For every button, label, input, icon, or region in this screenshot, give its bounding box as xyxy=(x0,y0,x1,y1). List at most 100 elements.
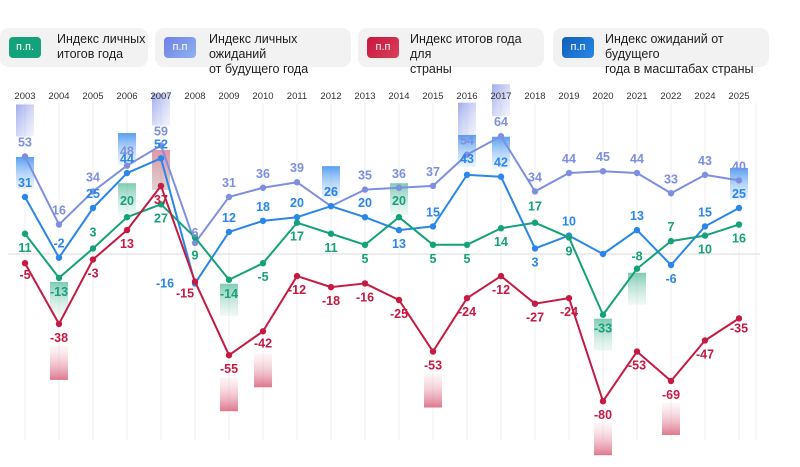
data-label: 42 xyxy=(494,156,508,170)
data-label: -13 xyxy=(50,285,68,299)
data-label: 3 xyxy=(532,255,539,269)
data-point xyxy=(361,186,369,193)
highlight-box xyxy=(50,345,68,380)
data-point xyxy=(735,204,743,212)
series-line xyxy=(24,135,740,244)
data-label: 5 xyxy=(464,252,471,266)
data-label: -16 xyxy=(156,276,174,290)
data-label: 13 xyxy=(630,209,644,223)
data-label: 25 xyxy=(86,187,100,201)
data-point xyxy=(191,278,199,285)
x-tick-label: 2025 xyxy=(728,91,749,102)
data-point xyxy=(259,328,267,335)
legend-item-country-expectations[interactable]: п.п Индекс ожиданий от будущего года в м… xyxy=(553,28,769,76)
series-line xyxy=(24,203,740,316)
data-point xyxy=(293,219,301,226)
highlight-box xyxy=(458,102,476,135)
x-tick-label: 2013 xyxy=(354,91,375,102)
data-label: 16 xyxy=(52,204,66,218)
x-tick-label: 2019 xyxy=(558,91,579,102)
data-point xyxy=(123,162,131,169)
data-point xyxy=(191,239,199,247)
data-label: 5 xyxy=(362,252,369,266)
data-label: 45 xyxy=(596,150,610,164)
highlight-box xyxy=(50,281,68,314)
data-label: -12 xyxy=(288,283,306,297)
data-label: -47 xyxy=(696,347,714,361)
data-point xyxy=(429,182,437,190)
data-point xyxy=(89,256,97,263)
data-point xyxy=(497,173,505,180)
data-label: 31 xyxy=(222,176,236,190)
data-point xyxy=(157,201,165,208)
data-label: 11 xyxy=(324,241,337,255)
data-label: -24 xyxy=(560,305,578,319)
legend-label-line1: Индекс личных ожиданий xyxy=(209,32,298,61)
data-point xyxy=(395,296,403,304)
data-point xyxy=(667,190,675,197)
data-point xyxy=(633,265,641,272)
data-label: 54 xyxy=(460,134,474,148)
data-label: 59 xyxy=(154,124,168,138)
data-point xyxy=(667,261,675,269)
data-label: 9 xyxy=(566,244,573,258)
data-label: -14 xyxy=(220,287,238,301)
legend-item-country-results[interactable]: п.п Индекс итогов года для страны xyxy=(358,28,544,76)
data-point xyxy=(157,182,165,190)
highlight-box xyxy=(594,318,612,351)
data-point xyxy=(701,223,709,230)
data-point xyxy=(21,153,29,160)
data-point xyxy=(361,214,369,221)
data-point xyxy=(157,142,165,149)
x-tick-label: 2006 xyxy=(116,91,137,102)
data-point xyxy=(735,315,743,322)
highlight-box xyxy=(492,84,510,117)
data-point xyxy=(429,241,437,248)
data-point xyxy=(191,234,199,241)
data-label: 10 xyxy=(562,215,576,229)
data-label: -5 xyxy=(257,270,268,284)
data-point xyxy=(21,193,29,201)
data-point xyxy=(565,169,573,177)
data-label: 18 xyxy=(256,200,270,214)
data-label: 17 xyxy=(528,200,542,214)
data-point xyxy=(55,221,63,228)
data-label: 26 xyxy=(324,185,338,199)
data-point xyxy=(463,171,471,179)
data-point xyxy=(463,151,471,158)
x-tick-label: 2017 xyxy=(490,91,511,102)
data-label: -35 xyxy=(730,321,748,335)
legend-item-personal-results[interactable]: п.п. Индекс личных итогов года xyxy=(0,28,148,67)
highlight-box xyxy=(16,104,34,137)
x-tick-label: 2007 xyxy=(150,91,171,102)
data-point xyxy=(599,168,607,175)
legend-label-line1: Индекс личных xyxy=(57,32,146,46)
x-tick-label: 2018 xyxy=(524,91,545,102)
data-label: 36 xyxy=(256,167,270,181)
data-label: -33 xyxy=(594,322,612,336)
x-tick-label: 2024 xyxy=(694,91,715,102)
data-point xyxy=(89,204,97,212)
data-label: -6 xyxy=(665,272,676,286)
legend-label-line2: страны xyxy=(410,62,452,76)
data-label: 15 xyxy=(698,205,712,219)
data-point xyxy=(599,311,607,318)
data-label: -18 xyxy=(322,294,340,308)
data-label: -42 xyxy=(254,336,272,350)
legend-item-personal-expectations[interactable]: п.п Индекс личных ожиданий от будущего г… xyxy=(155,28,351,76)
highlight-box xyxy=(628,272,646,305)
highlight-box xyxy=(594,423,612,456)
legend: п.п. Индекс личных итогов года п.п Индек… xyxy=(0,28,800,76)
x-tick-label: 2004 xyxy=(48,91,69,102)
x-tick-label: 2003 xyxy=(14,91,35,102)
x-tick-label: 2008 xyxy=(184,91,205,102)
data-label: 11 xyxy=(18,241,31,255)
highlight-box xyxy=(118,183,136,216)
data-label: 37 xyxy=(426,165,440,179)
data-point xyxy=(225,193,233,201)
highlight-box xyxy=(322,166,340,199)
data-label: -53 xyxy=(424,359,442,373)
data-label: 12 xyxy=(222,211,236,225)
data-point xyxy=(293,214,301,221)
